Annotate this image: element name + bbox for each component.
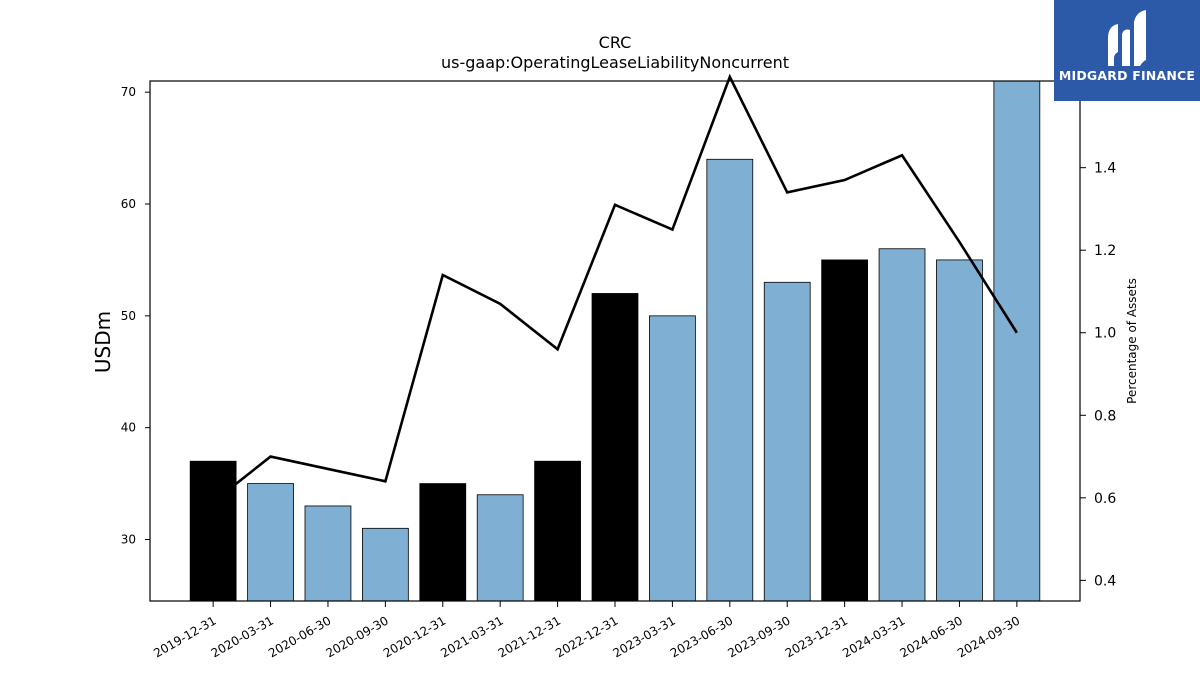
y-tick-label: 40 <box>121 421 136 435</box>
y-tick-label: 70 <box>121 85 136 99</box>
x-tick-label: 2023-03-31 <box>611 613 678 660</box>
bar-2020-03-31 <box>247 483 294 602</box>
x-axis: 2019-12-312020-03-312020-06-302020-09-30… <box>151 601 1022 660</box>
percentage-line <box>212 73 1018 503</box>
chart-title: CRC <box>599 33 632 52</box>
bar-2024-03-31 <box>878 248 926 602</box>
y2-tick-label: 0.8 <box>1094 408 1116 424</box>
bar-2023-09-30 <box>763 281 811 602</box>
bar-2024-06-30 <box>936 259 983 602</box>
bar-2021-03-31 <box>476 494 524 602</box>
x-tick-label: 2020-12-31 <box>381 613 448 660</box>
y-axis-label: USDm <box>91 311 115 373</box>
y-axis-left: 30 40 50 60 70 <box>121 85 150 546</box>
y2-tick-label: 1.0 <box>1094 326 1116 342</box>
bar-2020-06-30 <box>304 505 352 602</box>
x-tick-label: 2019-12-31 <box>151 613 218 660</box>
bar-2021-12-31 <box>534 460 581 602</box>
bar-2022-12-31 <box>591 293 639 602</box>
logo-text: MIDGARD FINANCE <box>1058 68 1196 83</box>
line-group <box>212 73 1018 503</box>
x-tick-label: 2021-12-31 <box>496 613 563 660</box>
x-tick-label: 2021-03-31 <box>438 613 505 660</box>
bar-2020-12-31 <box>419 483 467 602</box>
x-tick-label: 2022-12-31 <box>553 613 620 660</box>
bar-2023-03-31 <box>649 315 696 602</box>
logo-mark-icon <box>1108 10 1146 66</box>
x-tick-label: 2024-03-31 <box>840 613 907 660</box>
bar-2020-09-30 <box>362 527 409 602</box>
y-tick-label: 50 <box>121 309 136 323</box>
x-tick-label: 2023-09-30 <box>725 613 792 660</box>
x-tick-label: 2023-06-30 <box>668 613 735 660</box>
bar-2024-09-30 <box>993 80 1041 602</box>
x-tick-label: 2024-06-30 <box>898 613 965 660</box>
y-axis-right: 0.4 0.6 0.8 1.0 1.2 1.4 <box>1080 161 1116 589</box>
y2-tick-label: 1.4 <box>1094 161 1116 177</box>
bar-2023-06-30 <box>706 158 754 602</box>
bar-2023-12-31 <box>821 259 868 602</box>
y2-axis-label: Percentage of Assets <box>1125 278 1139 404</box>
y2-tick-label: 0.4 <box>1094 573 1116 589</box>
x-tick-label: 2020-06-30 <box>266 613 333 660</box>
x-tick-label: 2020-09-30 <box>323 613 390 660</box>
bar-2019-12-31 <box>189 460 237 602</box>
x-tick-label: 2024-09-30 <box>955 613 1022 660</box>
x-tick-label: 2023-12-31 <box>783 613 850 660</box>
chart-subtitle: us-gaap:OperatingLeaseLiabilityNoncurren… <box>441 53 789 72</box>
y-tick-label: 30 <box>121 532 136 546</box>
bars-group <box>189 80 1041 602</box>
y2-tick-label: 1.2 <box>1094 243 1116 259</box>
brand-logo: MIDGARD FINANCE <box>1054 0 1200 101</box>
y2-tick-label: 0.6 <box>1094 491 1116 507</box>
y-tick-label: 60 <box>121 197 136 211</box>
x-tick-label: 2020-03-31 <box>209 613 276 660</box>
